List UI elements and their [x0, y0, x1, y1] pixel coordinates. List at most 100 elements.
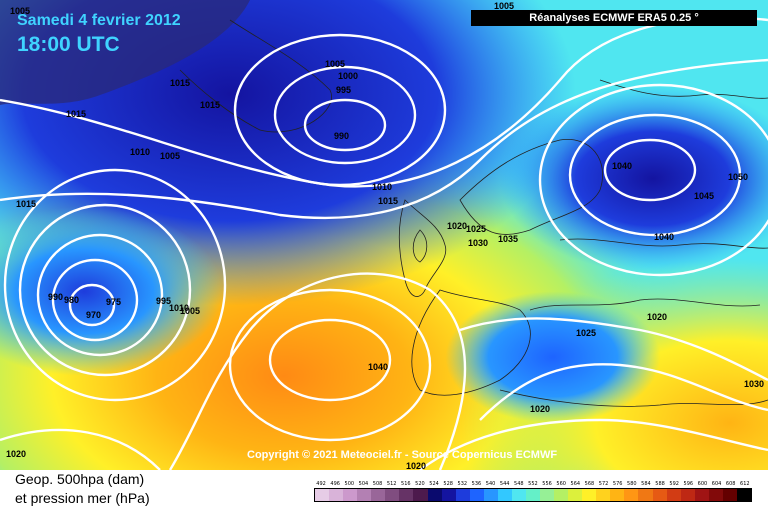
geopotential-field: 1005 1015 1015 1015 1010 1005 1015 1005 …	[0, 0, 768, 470]
color-scale-bar	[314, 488, 752, 502]
scale-swatch	[736, 489, 751, 501]
scale-swatch	[582, 489, 597, 501]
scale-tick-label: 576	[612, 481, 623, 487]
scale-swatch	[624, 489, 639, 501]
scale-swatch	[540, 489, 555, 501]
scale-swatch	[666, 489, 681, 501]
isobars	[0, 16, 768, 470]
isobar-label: 1045	[694, 191, 714, 201]
isobar-label: 1015	[170, 78, 190, 88]
scale-swatch	[385, 489, 400, 501]
isobar-label: 1010	[130, 147, 150, 157]
color-scale: 492 496 500 504 508 512 516 520 524 528 532 536 540 5…	[314, 480, 752, 502]
isobar-label: 1050	[728, 172, 748, 182]
isobar-label: 1010	[372, 182, 392, 192]
scale-tick-label: 592	[669, 481, 679, 487]
color-scale-labels: 492 496 500 504 508 512 516 520 524 528 532 536 540 5…	[314, 480, 752, 488]
isobar-label: 995	[336, 85, 351, 95]
scale-swatch	[357, 489, 372, 501]
isobar-label: 1020	[530, 404, 550, 414]
legend-subtitle: et pression mer (hPa)	[15, 490, 150, 506]
isobar-label: 1005	[325, 59, 345, 69]
greenland-cold-region	[0, 0, 250, 105]
scale-tick-label: 500	[344, 481, 355, 487]
scale-swatch	[469, 489, 484, 501]
scale-tick-label: 508	[372, 481, 383, 487]
copyright-notice: Copyright © 2021 Meteociel.fr - Source C…	[247, 449, 558, 461]
scale-tick-label: 524	[429, 481, 439, 487]
isobar-label: 1020	[406, 461, 426, 470]
scale-swatch	[497, 489, 512, 501]
scale-swatch	[329, 489, 344, 501]
scale-swatch	[680, 489, 695, 501]
isobar-label: 1005	[10, 6, 30, 16]
isobar-label: 1010	[169, 303, 189, 313]
scale-swatch	[525, 489, 540, 501]
scale-swatch	[413, 489, 428, 501]
weather-map: 1005 1015 1015 1015 1010 1005 1015 1005 …	[0, 0, 768, 470]
isobar-label: 1015	[66, 109, 86, 119]
isobar-label: 1025	[466, 224, 486, 234]
scale-tick-label: 528	[443, 481, 453, 487]
isobar-label: 1020	[647, 312, 667, 322]
scale-tick-label: 604	[711, 481, 722, 487]
isobar-label: 1040	[654, 232, 674, 242]
scale-swatch	[455, 489, 470, 501]
scale-tick-label: 532	[457, 481, 468, 487]
scale-swatch	[343, 489, 358, 501]
scale-tick-label: 504	[358, 481, 369, 487]
scale-tick-label: 560	[556, 481, 566, 487]
map-date: Samedi 4 fevrier 2012	[17, 12, 181, 29]
scale-swatch	[511, 489, 526, 501]
scale-swatch	[638, 489, 653, 501]
isobar-label: 1015	[378, 196, 398, 206]
scale-tick-label: 600	[697, 481, 708, 487]
scale-tick-label: 612	[740, 481, 750, 487]
scale-tick-label: 552	[528, 481, 538, 487]
scale-tick-label: 512	[386, 481, 397, 487]
scale-tick-label: 588	[655, 481, 665, 487]
scale-swatch	[427, 489, 442, 501]
scale-swatch	[708, 489, 723, 501]
data-source-label: Réanalyses ECMWF ERA5 0.25 °	[471, 10, 757, 26]
isobar-label: 1005	[494, 1, 514, 11]
isobar-label: 1025	[576, 328, 596, 338]
scale-swatch	[694, 489, 709, 501]
scale-tick-label: 540	[485, 481, 496, 487]
scale-tick-label: 516	[401, 481, 411, 487]
isobar-label: 980	[64, 295, 79, 305]
scale-tick-label: 568	[584, 481, 595, 487]
scale-swatch	[554, 489, 569, 501]
isobar-label: 990	[48, 292, 63, 302]
isobar-label: 1030	[468, 238, 488, 248]
map-time: 18:00 UTC	[17, 33, 120, 56]
isobar-label: 1005	[180, 306, 200, 316]
scale-tick-label: 492	[316, 481, 326, 487]
isobar-labels: 1005 1015 1015 1015 1010 1005 1015 1005 …	[6, 1, 764, 470]
isobar-label: 1015	[200, 100, 220, 110]
scale-tick-label: 556	[542, 481, 552, 487]
scale-tick-label: 548	[514, 481, 524, 487]
scale-tick-label: 520	[415, 481, 425, 487]
scale-swatch	[652, 489, 667, 501]
scale-swatch	[610, 489, 625, 501]
isobar-label: 975	[106, 297, 121, 307]
isobar-label: 1020	[6, 449, 26, 459]
isobar-label: 1020	[447, 221, 467, 231]
scale-tick-label: 608	[725, 481, 736, 487]
scale-swatch	[483, 489, 498, 501]
isobar-label: 1005	[160, 151, 180, 161]
isobar-label: 970	[86, 310, 101, 320]
scale-tick-label: 584	[641, 481, 651, 487]
scale-swatch	[399, 489, 414, 501]
legend-title: Geop. 500hpa (dam)	[15, 471, 145, 487]
isobar-label: 1040	[612, 161, 632, 171]
scale-swatch	[315, 489, 330, 501]
isobar-label: 1015	[16, 199, 36, 209]
scale-swatch	[596, 489, 611, 501]
scale-tick-label: 564	[570, 481, 581, 487]
scale-tick-label: 544	[499, 481, 510, 487]
scale-swatch	[441, 489, 456, 501]
scale-tick-label: 496	[330, 481, 340, 487]
scale-tick-label: 572	[598, 481, 609, 487]
